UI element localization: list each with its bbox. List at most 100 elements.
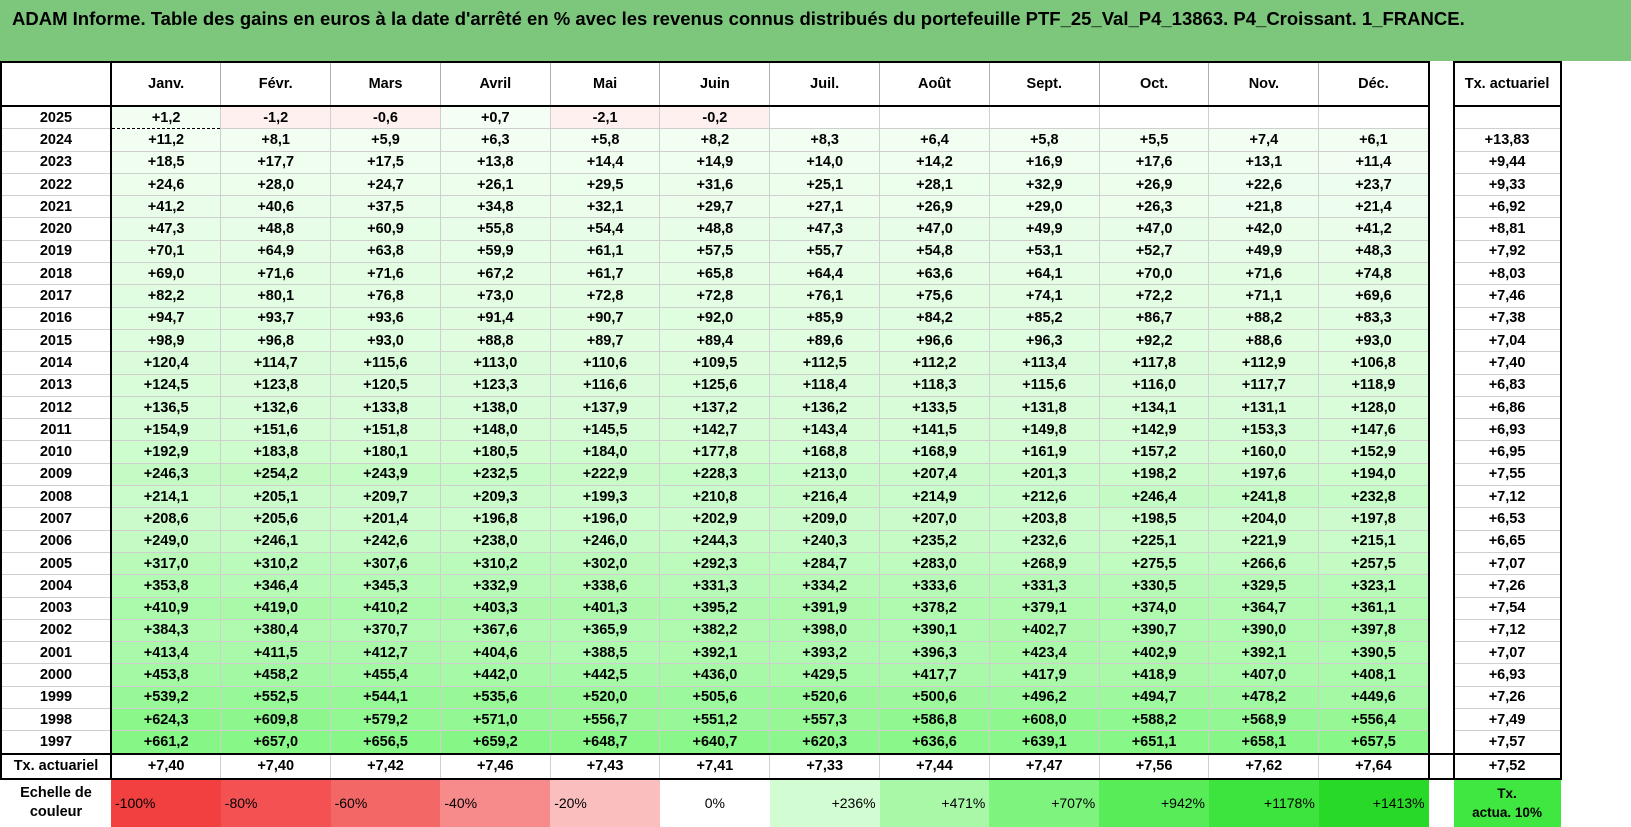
month-header: Mars: [330, 61, 441, 107]
value-cell: +204,0: [1208, 507, 1319, 531]
value-cell: +310,2: [439, 552, 551, 576]
value-cell: [1208, 106, 1319, 130]
rate-cell: +13,83: [1453, 128, 1562, 152]
color-scale-swatch: -80%: [220, 778, 331, 827]
average-rate-cell: +7,46: [439, 752, 551, 780]
table-row: 1999 +539,2 +552,5 +544,1 +535,6 +520,0 +505,6…: [0, 686, 1562, 710]
value-cell: +92,2: [1098, 329, 1209, 353]
year-cell: 1998: [0, 708, 112, 732]
value-cell: +207,4: [879, 463, 990, 487]
value-cell: +334,2: [769, 574, 880, 598]
value-cell: +657,0: [220, 730, 331, 755]
month-header: Juil.: [769, 61, 880, 107]
value-cell: +648,7: [549, 730, 660, 755]
value-cell: +80,1: [220, 284, 331, 308]
value-cell: +138,0: [439, 396, 551, 420]
average-rate-label: Tx. actuariel: [0, 752, 112, 780]
value-cell: +118,9: [1318, 374, 1429, 397]
average-rate-cell: +7,44: [879, 752, 990, 780]
value-cell: +117,7: [1208, 374, 1319, 397]
value-cell: +5,5: [1098, 128, 1209, 152]
value-cell: +423,4: [988, 641, 1100, 665]
value-cell: +84,2: [879, 307, 990, 330]
column-gap: [1427, 396, 1455, 419]
value-cell: +402,7: [988, 619, 1100, 643]
value-cell: +393,2: [769, 641, 880, 665]
value-cell: +90,7: [549, 307, 660, 330]
month-header: Oct.: [1098, 61, 1209, 107]
rate-cell: +7,46: [1453, 284, 1562, 308]
value-cell: +76,8: [330, 284, 441, 308]
value-cell: +552,5: [220, 686, 331, 710]
value-cell: +246,1: [220, 530, 331, 553]
column-gap: [1427, 641, 1455, 664]
value-cell: +89,4: [659, 329, 770, 353]
value-cell: +266,6: [1208, 552, 1319, 576]
value-cell: +302,0: [549, 552, 660, 576]
value-cell: +29,5: [549, 173, 660, 197]
value-cell: +568,9: [1208, 708, 1319, 732]
value-cell: +571,0: [439, 708, 551, 732]
value-cell: +505,6: [659, 686, 770, 710]
value-cell: +198,5: [1098, 507, 1209, 531]
rate-cell: +8,03: [1453, 262, 1562, 286]
column-gap: [1427, 374, 1455, 397]
value-cell: +21,4: [1318, 195, 1429, 219]
rate-cell: [1453, 106, 1562, 130]
column-gap: [1427, 619, 1455, 642]
column-gap: [1427, 128, 1455, 152]
value-cell: +118,4: [769, 374, 880, 397]
value-cell: +23,7: [1318, 173, 1429, 197]
color-scale-label-line2: couleur: [29, 804, 83, 821]
value-cell: +283,0: [879, 552, 990, 576]
column-gap: [1427, 195, 1455, 218]
value-cell: +34,8: [439, 195, 551, 219]
value-cell: +395,2: [659, 597, 770, 620]
value-cell: +72,2: [1098, 284, 1209, 308]
value-cell: +40,6: [220, 195, 331, 219]
value-cell: +42,0: [1208, 217, 1319, 241]
value-cell: +28,1: [879, 173, 990, 197]
value-cell: +5,8: [988, 128, 1100, 152]
value-cell: +133,5: [879, 396, 990, 420]
value-cell: +199,3: [549, 485, 660, 509]
value-cell: +61,7: [549, 262, 660, 286]
value-cell: +201,4: [330, 507, 441, 531]
value-cell: +210,8: [659, 485, 770, 509]
value-cell: +141,5: [879, 418, 990, 442]
value-cell: +520,0: [549, 686, 660, 710]
value-cell: +411,5: [220, 641, 331, 665]
value-cell: +442,5: [549, 663, 660, 687]
rate-cell: +6,95: [1453, 440, 1562, 464]
value-cell: +442,0: [439, 663, 551, 687]
table-row: 2015 +98,9 +96,8 +93,0 +88,8 +89,7 +89,4 +89,6 +…: [0, 329, 1562, 353]
value-cell: +361,1: [1318, 597, 1429, 620]
value-cell: +458,2: [220, 663, 331, 687]
average-rate-cell: +7,64: [1318, 752, 1429, 780]
value-cell: +449,6: [1318, 686, 1429, 710]
value-cell: +246,0: [549, 530, 660, 553]
value-cell: +657,5: [1318, 730, 1429, 755]
value-cell: +410,2: [330, 597, 441, 620]
value-cell: +478,2: [1208, 686, 1319, 710]
value-cell: +157,2: [1098, 440, 1209, 464]
value-cell: +86,7: [1098, 307, 1209, 330]
value-cell: +142,7: [659, 418, 770, 442]
value-cell: +88,6: [1208, 329, 1319, 353]
value-cell: +232,8: [1318, 485, 1429, 509]
value-cell: +196,8: [439, 507, 551, 531]
value-cell: +384,3: [110, 619, 221, 643]
value-cell: +74,8: [1318, 262, 1429, 286]
value-cell: +116,0: [1098, 374, 1209, 397]
value-cell: +117,8: [1098, 351, 1209, 375]
value-cell: +69,6: [1318, 284, 1429, 308]
average-rate-row: Tx. actuariel +7,40 +7,40 +7,42 +7,46 +7,43 +7…: [0, 752, 1562, 780]
value-cell: +128,0: [1318, 396, 1429, 420]
value-cell: +96,3: [988, 329, 1100, 353]
value-cell: +26,9: [1098, 173, 1209, 197]
year-cell: 2006: [0, 530, 112, 553]
value-cell: +215,1: [1318, 530, 1429, 553]
value-cell: +183,8: [220, 440, 331, 464]
value-cell: +55,8: [439, 217, 551, 241]
value-cell: +241,8: [1208, 485, 1319, 509]
